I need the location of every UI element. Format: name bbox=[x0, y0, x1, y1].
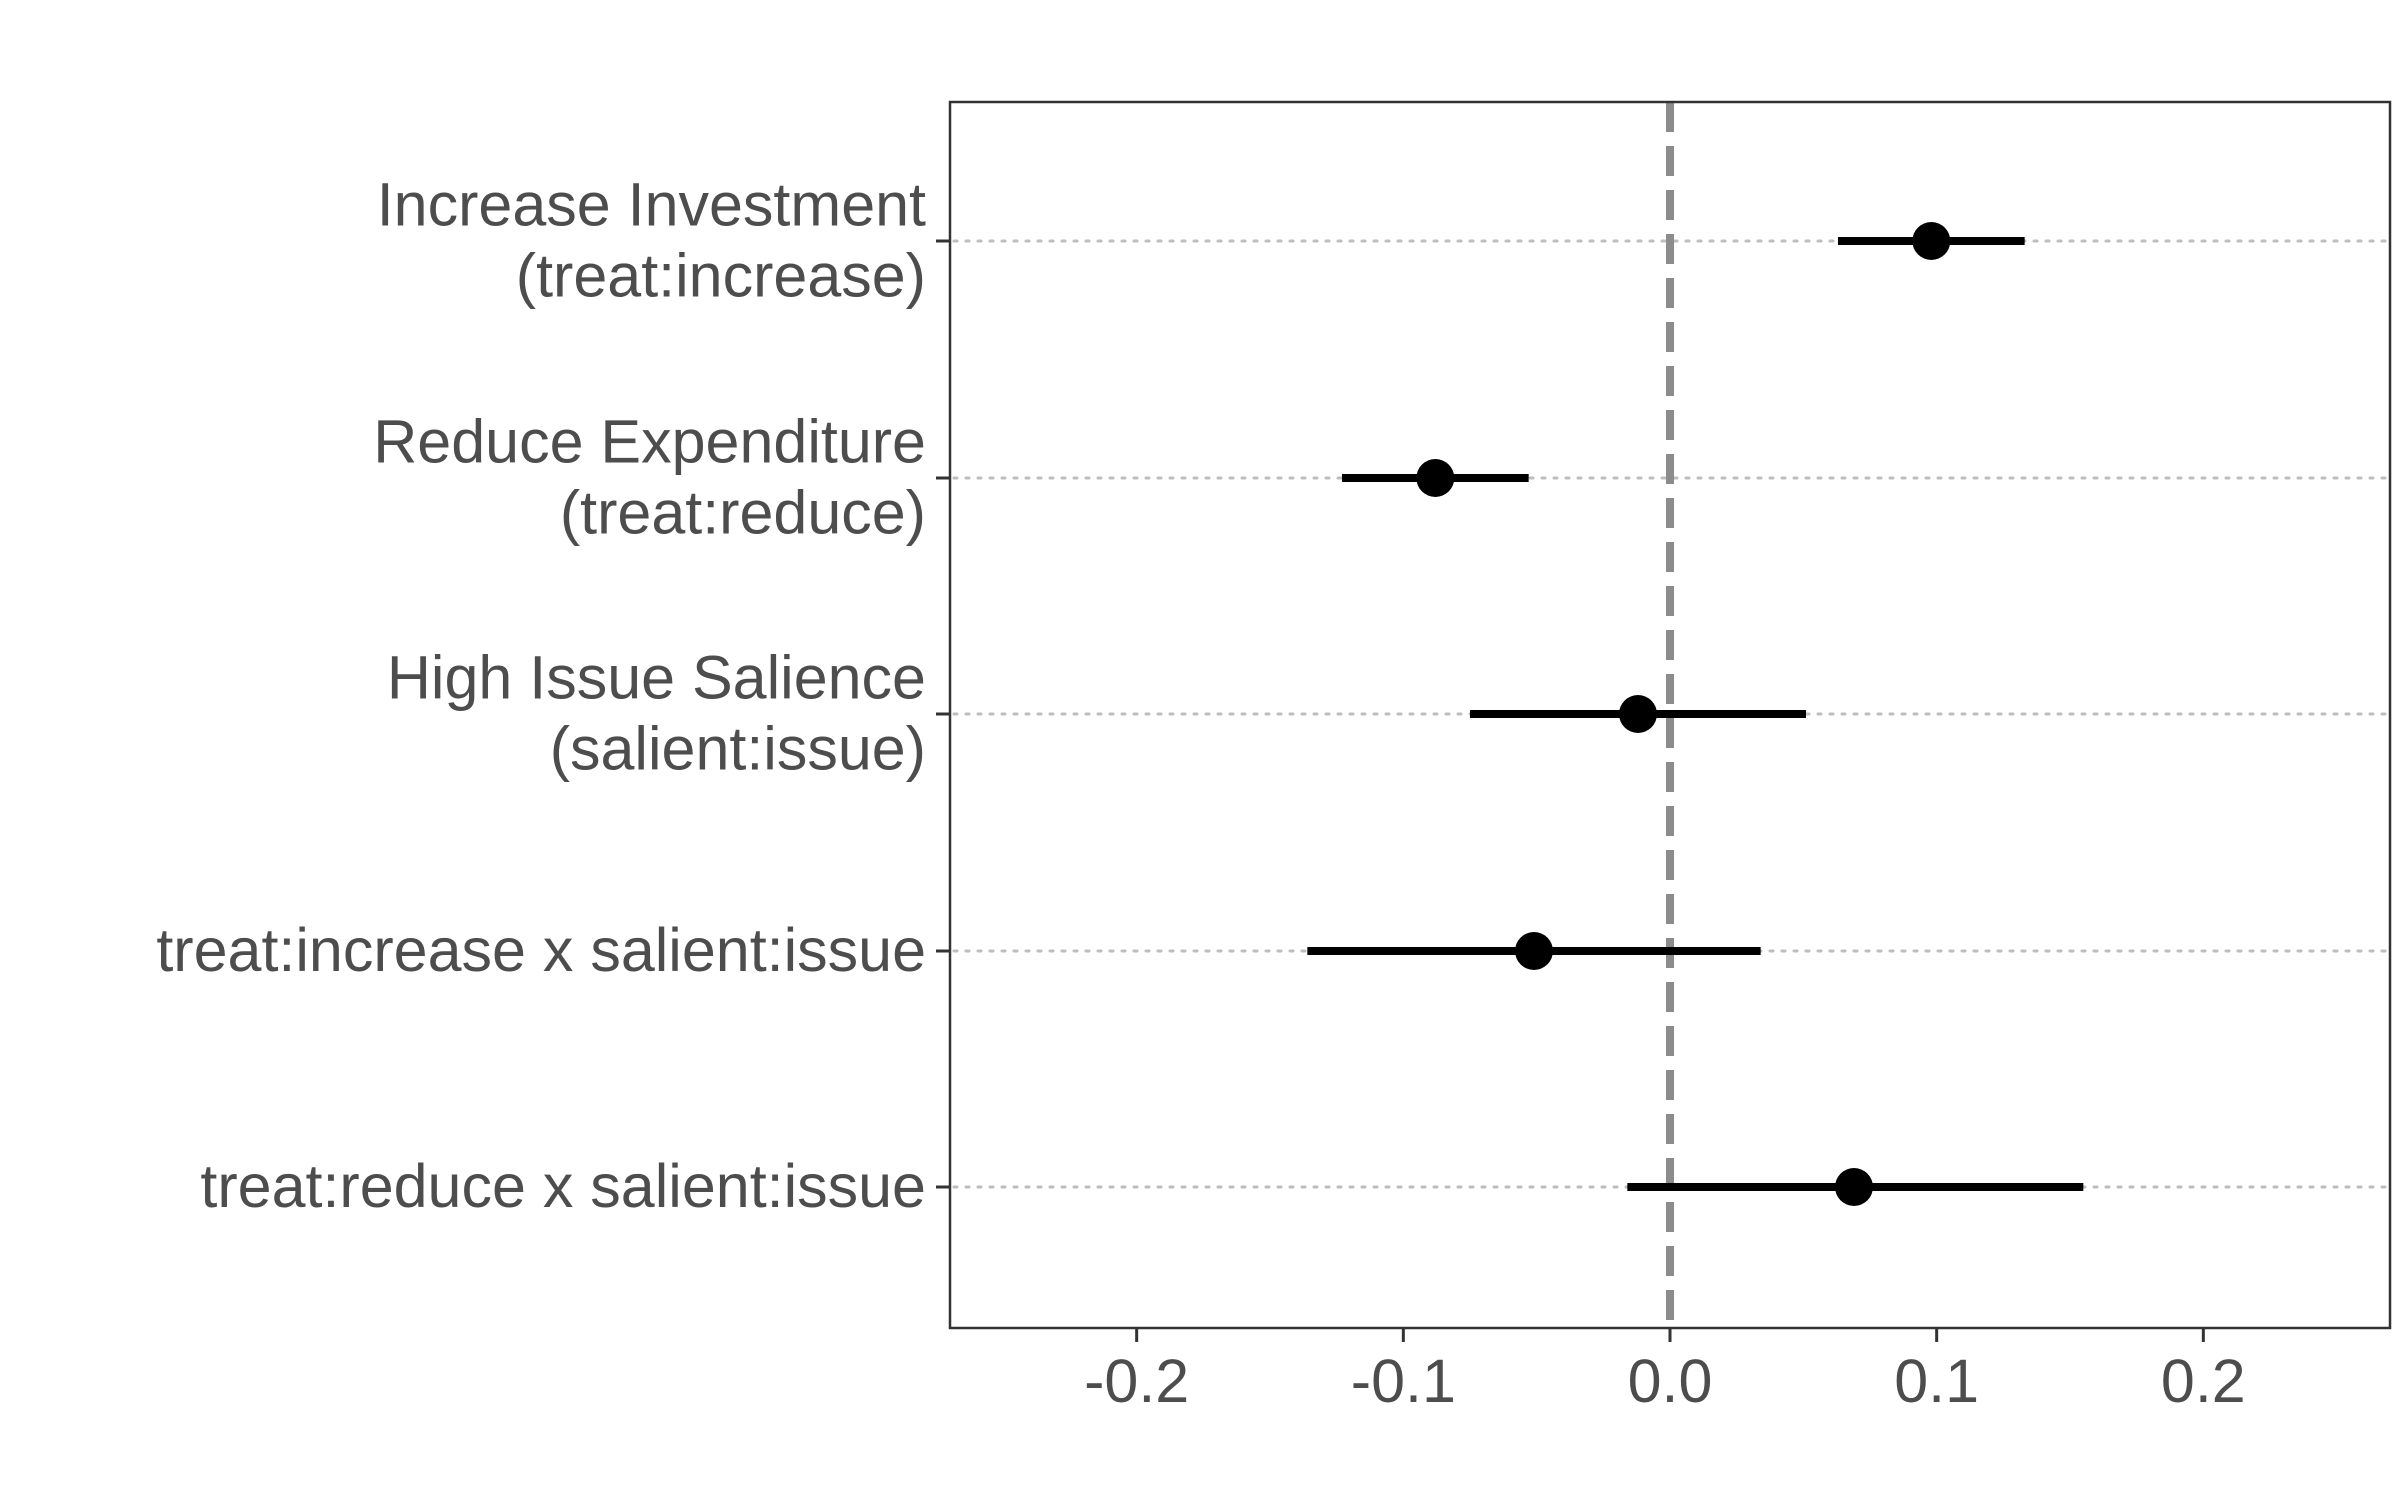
y-tick-label-5-line-1: treat:reduce x salient:issue bbox=[200, 1152, 926, 1220]
grid-lines bbox=[952, 239, 2388, 1189]
point-estimate-2 bbox=[1416, 459, 1455, 497]
x-tick-label-2: -0.1 bbox=[1351, 1347, 1456, 1415]
x-axis-ticks bbox=[1135, 1328, 2205, 1342]
y-tick-label-1: Increase Investment (treat:increase) bbox=[377, 171, 926, 310]
y-axis-ticks bbox=[936, 239, 950, 1189]
y-tick-label-1-line-2: (treat:increase) bbox=[516, 242, 926, 310]
x-tick-label-5: 0.2 bbox=[2161, 1347, 2246, 1415]
point-estimate-5 bbox=[1835, 1168, 1873, 1206]
y-tick-label-3-line-2: (salient:issue) bbox=[550, 715, 926, 783]
point-estimate-3 bbox=[1619, 695, 1657, 733]
y-tick-label-5: treat:reduce x salient:issue bbox=[200, 1152, 926, 1220]
y-tick-label-2: Reduce Expenditure (treat:reduce) bbox=[373, 408, 926, 547]
y-tick-label-3: High Issue Salience (salient:issue) bbox=[387, 644, 926, 783]
y-tick-label-3-line-1: High Issue Salience bbox=[387, 644, 926, 712]
x-axis-labels: -0.2 -0.1 0.0 0.1 0.2 bbox=[1084, 1347, 2246, 1415]
y-tick-label-4: treat:increase x salient:issue bbox=[156, 916, 926, 984]
x-tick-label-3: 0.0 bbox=[1628, 1347, 1713, 1415]
y-axis-labels: Increase Investment (treat:increase) Reduc… bbox=[156, 171, 926, 1221]
y-tick-label-2-line-2: (treat:reduce) bbox=[560, 479, 926, 547]
point-estimates bbox=[1416, 222, 1951, 1206]
y-tick-label-4-line-1: treat:increase x salient:issue bbox=[156, 916, 926, 984]
x-tick-label-1: -0.2 bbox=[1084, 1347, 1189, 1415]
y-tick-label-2-line-1: Reduce Expenditure bbox=[373, 408, 926, 476]
x-tick-label-4: 0.1 bbox=[1894, 1347, 1979, 1415]
point-estimate-4 bbox=[1515, 932, 1553, 970]
y-tick-label-1-line-1: Increase Investment bbox=[377, 171, 926, 239]
point-estimate-1 bbox=[1912, 222, 1951, 260]
